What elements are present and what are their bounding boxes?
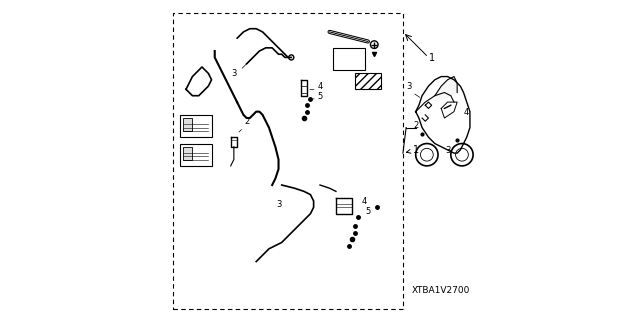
Text: 2: 2 xyxy=(244,117,249,126)
Bar xyxy=(180,115,212,137)
Text: 4: 4 xyxy=(317,82,323,91)
Bar xyxy=(173,13,403,309)
Bar xyxy=(183,147,193,160)
Bar xyxy=(180,144,212,166)
Text: 1: 1 xyxy=(406,145,419,155)
Text: 2: 2 xyxy=(413,121,419,130)
Text: 5: 5 xyxy=(317,92,323,101)
Bar xyxy=(183,118,193,131)
Bar xyxy=(355,73,381,89)
Text: 3: 3 xyxy=(445,146,451,155)
Text: 5: 5 xyxy=(365,207,371,216)
Text: 4: 4 xyxy=(362,197,367,206)
Text: XTBA1V2700: XTBA1V2700 xyxy=(412,286,470,295)
Bar xyxy=(333,48,365,70)
Text: 3: 3 xyxy=(406,82,412,91)
Text: 3: 3 xyxy=(231,69,237,78)
Text: 4: 4 xyxy=(464,108,469,117)
Text: 1: 1 xyxy=(429,53,435,63)
Polygon shape xyxy=(435,77,457,99)
Text: 3: 3 xyxy=(276,200,281,209)
